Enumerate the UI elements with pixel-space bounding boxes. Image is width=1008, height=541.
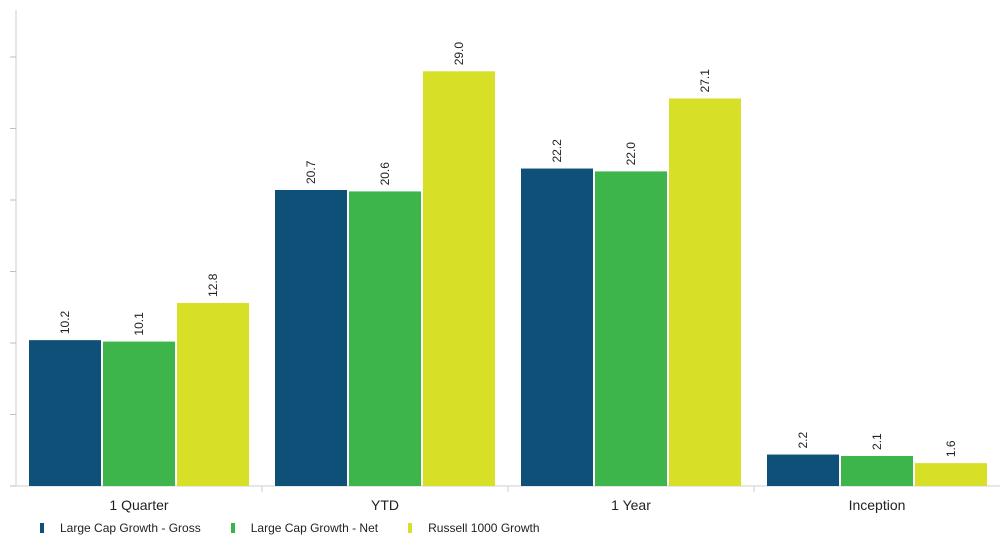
data-label: 20.7 — [304, 160, 318, 184]
data-label: 22.0 — [624, 142, 638, 166]
data-label: 27.1 — [698, 69, 712, 93]
data-label: 1.6 — [944, 440, 958, 457]
legend-swatch — [230, 523, 235, 533]
x-tick-label: YTD — [371, 497, 399, 513]
bars-group — [29, 71, 987, 487]
data-label: 2.2 — [796, 432, 810, 449]
bar-chart: 10.2 10.1 12.8 20.7 20.6 29.0 22.2 22.0 27.1 2.2 2… — [10, 10, 1000, 513]
legend-swatch — [40, 523, 44, 533]
data-label: 29.0 — [452, 42, 466, 66]
data-label: 12.8 — [206, 273, 220, 297]
bar — [349, 191, 421, 487]
legend-swatch — [408, 523, 413, 533]
data-label: 10.1 — [132, 312, 146, 336]
x-tick-labels-group: 1 Quarter YTD 1 Year Inception — [109, 497, 905, 513]
bar — [29, 340, 101, 486]
bar — [423, 71, 495, 487]
bar — [275, 189, 347, 487]
legend-label: Russell 1000 Growth — [428, 521, 540, 535]
bar — [521, 168, 593, 487]
bar — [595, 171, 667, 486]
data-label: 10.2 — [58, 310, 72, 334]
legend: Large Cap Growth - Gross Large Cap Growt… — [40, 521, 570, 535]
data-label: 20.6 — [378, 162, 392, 186]
bar — [177, 302, 249, 486]
data-label: 22.2 — [550, 139, 564, 163]
bar — [767, 454, 839, 486]
x-tick-label: 1 Quarter — [109, 497, 168, 513]
bar — [915, 463, 987, 486]
bar — [669, 98, 741, 486]
data-label: 2.1 — [870, 433, 884, 450]
legend-label: Large Cap Growth - Gross — [60, 521, 201, 535]
bar — [841, 455, 913, 486]
data-labels-group: 10.2 10.1 12.8 20.7 20.6 29.0 22.2 22.0 27.1 2.2 2… — [58, 42, 958, 458]
bar — [103, 341, 175, 486]
legend-item: Russell 1000 Growth — [408, 521, 540, 535]
legend-item: Large Cap Growth - Gross — [40, 521, 201, 535]
legend-label: Large Cap Growth - Net — [250, 521, 379, 535]
legend-item: Large Cap Growth - Net — [230, 521, 379, 535]
x-tick-label: Inception — [849, 497, 906, 513]
x-tick-label: 1 Year — [611, 497, 651, 513]
